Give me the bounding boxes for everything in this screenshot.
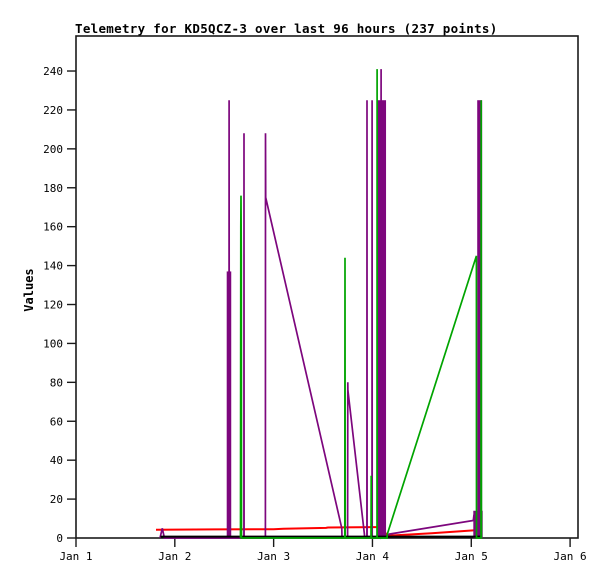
y-tick-label: 220 [43, 104, 63, 117]
y-tick-label: 100 [43, 337, 63, 350]
x-tick-label: Jan 4 [356, 550, 389, 563]
y-tick-label: 80 [50, 376, 63, 389]
x-tick-label: Jan 3 [257, 550, 290, 563]
y-tick-label: 120 [43, 299, 63, 312]
x-tick-label: Jan 2 [158, 550, 191, 563]
y-tick-label: 60 [50, 415, 63, 428]
y-tick-label: 0 [56, 532, 63, 545]
y-tick-label: 40 [50, 454, 63, 467]
y-tick-label: 180 [43, 182, 63, 195]
y-tick-label: 140 [43, 260, 63, 273]
series-line-red-telemetry-channel [155, 526, 474, 537]
y-tick-label: 160 [43, 221, 63, 234]
x-tick-label: Jan 5 [455, 550, 488, 563]
x-tick-label: Jan 1 [59, 550, 92, 563]
y-tick-label: 200 [43, 143, 63, 156]
series-bar-purple-telemetry-channel [477, 100, 483, 539]
chart-title: Telemetry for KD5QCZ-3 over last 96 hour… [75, 21, 498, 36]
series-line-purple-telemetry-channel [159, 69, 483, 540]
x-tick-label: Jan 6 [554, 550, 587, 563]
series-line-green-telemetry-channel [239, 69, 483, 539]
y-tick-label: 20 [50, 493, 63, 506]
y-tick-label: 240 [43, 65, 63, 78]
